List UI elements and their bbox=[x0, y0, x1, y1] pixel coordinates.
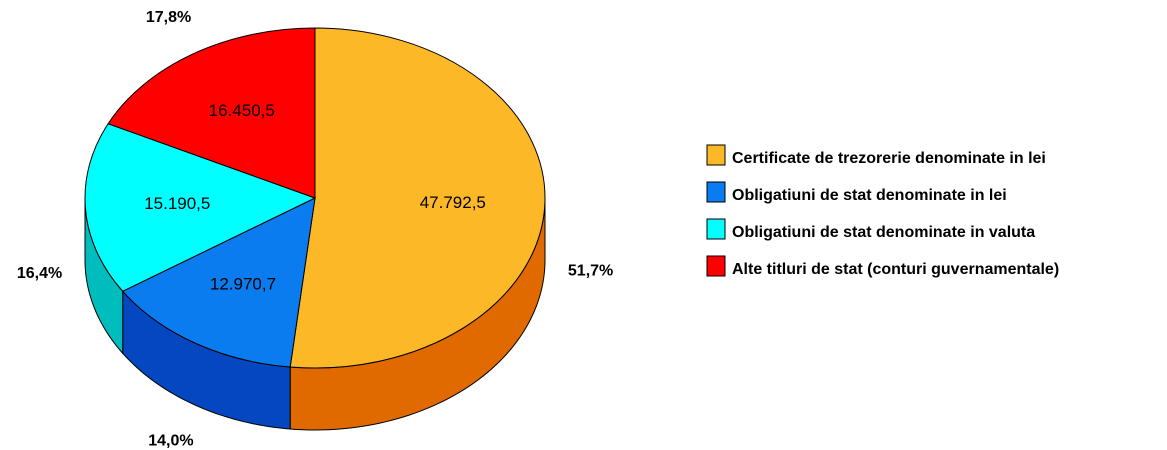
slice bbox=[289, 27, 546, 369]
legend-label: Certificate de trezorerie denominate in … bbox=[732, 150, 1046, 167]
percent-label: 16,4% bbox=[17, 265, 62, 282]
value-label: 16.450,5 bbox=[209, 101, 275, 120]
legend-label: Obligatiuni de stat denominate in valuta bbox=[732, 224, 1035, 241]
legend-label: Obligatiuni de stat denominate in lei bbox=[732, 187, 1007, 204]
slice bbox=[84, 123, 317, 292]
legend-swatch bbox=[706, 218, 726, 240]
legend-swatch bbox=[706, 181, 726, 203]
value-label: 15.190,5 bbox=[144, 194, 210, 213]
value-label: 12.970,7 bbox=[210, 274, 276, 293]
percent-label: 17,8% bbox=[146, 9, 191, 26]
value-label: 47.792,5 bbox=[420, 193, 486, 212]
percent-label: 51,7% bbox=[568, 263, 613, 280]
legend-swatch bbox=[706, 255, 726, 277]
percent-label: 14,0% bbox=[148, 432, 193, 449]
legend-swatch bbox=[706, 144, 726, 166]
slice bbox=[107, 27, 316, 199]
slice bbox=[121, 197, 316, 368]
legend-label: Alte titluri de stat (conturi guvernamen… bbox=[732, 261, 1059, 278]
